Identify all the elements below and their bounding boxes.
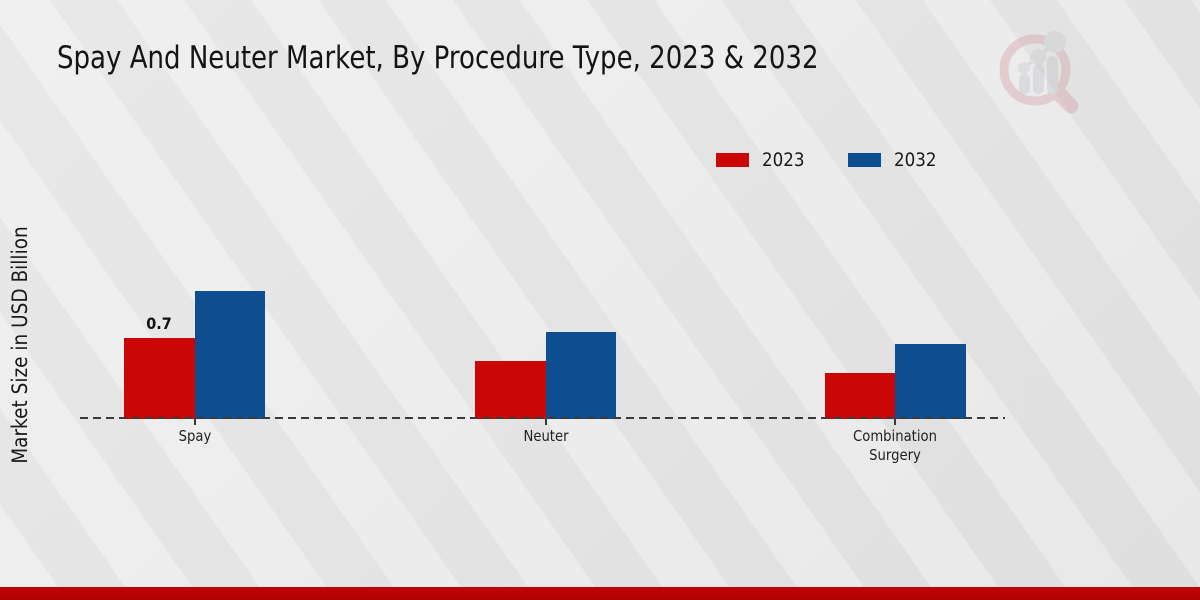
legend-item-2032: 2032 [848, 149, 942, 171]
logo-bar-large [1047, 56, 1058, 94]
category-label-spay: Spay [178, 427, 211, 445]
bar-2023-neuter [475, 361, 546, 419]
market-research-future-logo [999, 31, 1079, 114]
x-axis-tick [894, 419, 896, 425]
x-axis-tick [544, 419, 547, 425]
x-axis-tick [193, 419, 196, 425]
x-axis-baseline [80, 417, 1005, 419]
bar-value-label: 0.7 [146, 314, 173, 333]
logo-dot-medium [1030, 49, 1046, 65]
bar-2023-spay [124, 338, 195, 419]
bar-2032-combination-surgery [895, 344, 966, 419]
legend-swatch-2023 [716, 153, 749, 167]
footer-red-bar [0, 587, 1200, 600]
legend-label-2023: 2023 [762, 149, 805, 171]
bar-2023-combination-surgery [824, 373, 895, 419]
legend-item-2023: 2023 [716, 149, 810, 171]
category-label-combination-surgery: Combination Surgery [853, 427, 937, 464]
legend-swatch-2032 [848, 153, 882, 167]
chart-title: Spay And Neuter Market, By Procedure Typ… [57, 40, 819, 76]
logo-bar-medium [1033, 64, 1044, 94]
logo-dot-small [1018, 62, 1030, 74]
bar-2032-neuter [545, 332, 616, 419]
category-label-neuter: Neuter [522, 427, 569, 445]
logo-trend-line [1022, 41, 1057, 70]
logo-magnifier-ring [999, 34, 1071, 106]
legend: 2023 2032 [716, 149, 943, 171]
logo-dot-large [1044, 31, 1066, 53]
legend-label-2032: 2032 [894, 149, 937, 171]
bar-2032-spay [194, 291, 265, 419]
logo-magnifier-handle [1050, 85, 1079, 114]
logo-bar-small [1019, 74, 1030, 94]
